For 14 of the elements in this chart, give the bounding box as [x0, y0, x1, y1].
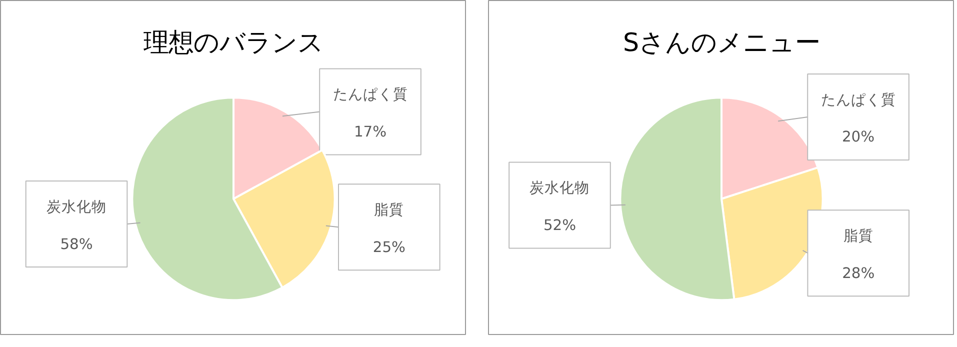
- data-label: 25%: [372, 238, 406, 256]
- slice-label: 脂質: [374, 201, 404, 218]
- slice-label: たんぱく質: [820, 91, 896, 108]
- chart-title: Sさんのメニュー: [622, 26, 820, 57]
- data-label: 52%: [543, 216, 576, 234]
- slice-label: 炭水化物: [530, 180, 590, 197]
- slice-label: 脂質: [843, 227, 874, 244]
- data-label: 20%: [842, 128, 875, 146]
- slice-label: 炭水化物: [46, 198, 107, 216]
- chart-title: 理想のバランス: [144, 26, 324, 57]
- data-label: 28%: [842, 264, 875, 282]
- data-label: 17%: [354, 123, 387, 140]
- slice-label: たんぱく質: [332, 86, 408, 104]
- data-label: 58%: [60, 236, 93, 253]
